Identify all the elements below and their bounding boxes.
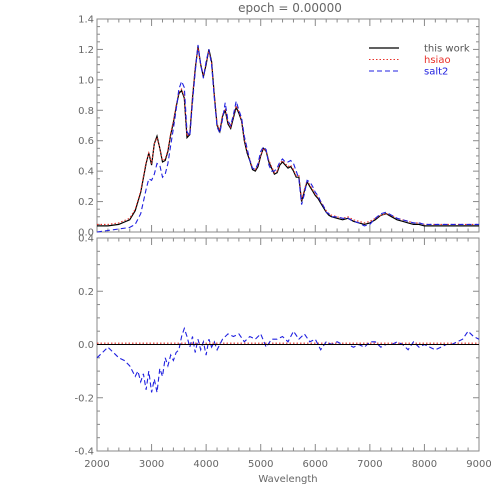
bottom-y-tick-label: -0.4 [74,447,94,458]
top-panel-frame [96,18,480,233]
x-axis-ticks: 2000 3000 4000 5000 6000 7000 8000 9000 [84,459,491,470]
top-series-this-work [97,46,479,227]
top-y-tick-label: 0.8 [78,106,94,117]
top-series-hsiao [97,47,479,225]
x-tick-label: 2000 [84,459,109,470]
legend-label: hsiao [424,55,451,66]
x-tick-label: 7000 [357,459,382,470]
bottom-panel-y-ticks: -0.4 -0.2 0.0 0.2 0.4 [74,234,480,458]
x-tick-label: 5000 [248,459,273,470]
x-tick-label: 8000 [412,459,437,470]
x-tick-label: 3000 [139,459,164,470]
top-series-salt2 [96,44,479,233]
top-y-tick-label: 0.2 [78,197,94,208]
top-panel-y-ticks: 0.0 0.2 0.4 0.6 0.8 1.0 1.2 1.4 [78,15,480,239]
bottom-y-tick-label: 0.0 [78,340,94,351]
legend-label: salt2 [424,67,448,78]
chart-title: epoch = 0.00000 [238,1,342,15]
x-tick-label: 6000 [303,459,328,470]
x-axis-label: Wavelength [258,474,317,485]
top-y-tick-label: 0.0 [78,228,94,239]
x-tick-label: 4000 [193,459,218,470]
top-panel-series [96,44,479,233]
bottom-panel-series [96,326,480,393]
top-y-tick-label: 1.2 [78,45,94,56]
bottom-y-tick-label: 0.4 [78,234,94,245]
top-y-tick-label: 1.0 [78,75,94,86]
bottom-y-tick-label: 0.2 [78,287,94,298]
bottom-y-tick-label: -0.2 [74,393,94,404]
bottom-series-salt2 [96,326,480,393]
top-y-tick-label: 0.4 [78,167,94,178]
x-tick-label: 9000 [466,459,491,470]
top-y-tick-label: 1.4 [78,15,94,26]
legend-label: this work [424,44,470,55]
top-y-tick-label: 0.6 [78,136,94,147]
